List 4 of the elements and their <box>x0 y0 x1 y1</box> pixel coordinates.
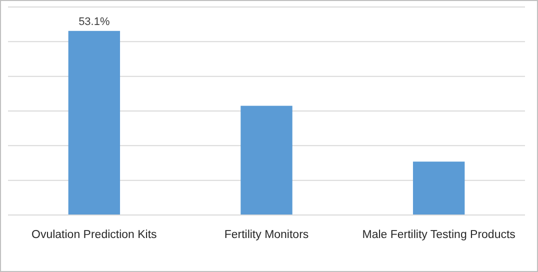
x-tick-label: Fertility Monitors <box>224 229 309 241</box>
x-tick-label: Ovulation Prediction Kits <box>32 229 158 241</box>
data-label: 53.1% <box>78 16 110 28</box>
x-tick-label: Male Fertility Testing Products <box>362 229 516 241</box>
